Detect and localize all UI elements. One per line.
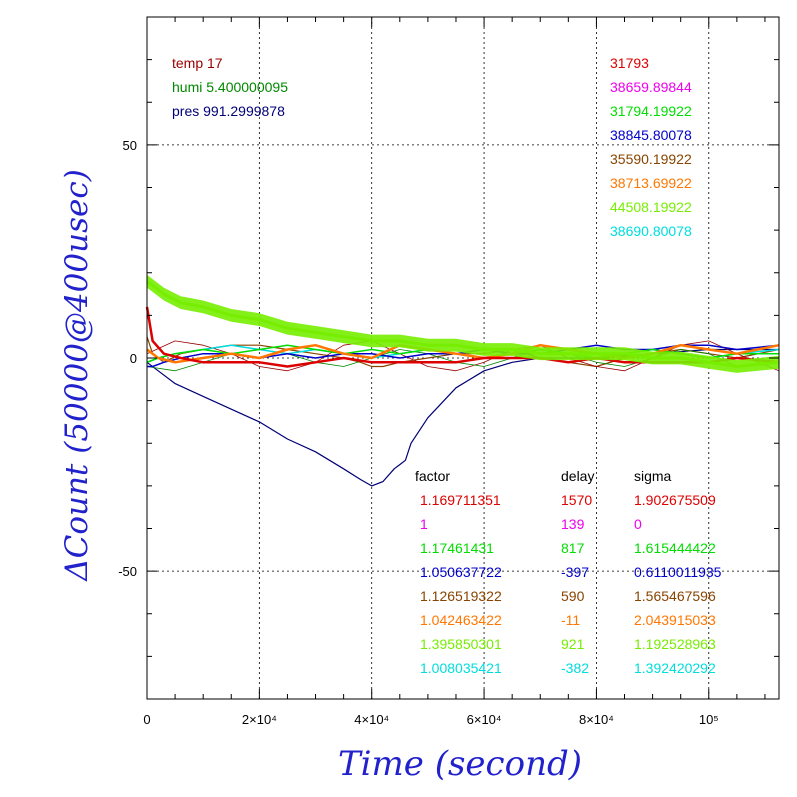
x-tick-label: 2×10⁴ [242,712,277,727]
x-axis-title: Time (second) [338,744,582,784]
table-cell-sigma: 0.6110011935 [634,564,722,580]
env-label: temp 17 [172,55,223,71]
table-cell-factor: 1 [420,516,428,532]
y-axis-title: ΔCount (50000@400usec) [59,169,95,582]
table-cell-delay: 590 [561,588,585,604]
table-cell-factor: 1.395850301 [420,636,502,652]
x-tick-label: 10⁵ [699,712,719,727]
table-header-factor: factor [415,468,450,484]
series-layer [145,274,780,487]
table-cell-factor: 1.050637722 [420,564,502,580]
count-label: 38659.89844 [610,79,692,95]
table-cell-delay: -397 [561,564,589,580]
env-label: humi 5.400000095 [172,79,288,95]
x-tick-label: 4×10⁴ [354,712,389,727]
series-line-0 [146,348,779,487]
x-tick-label: 0 [143,712,150,727]
table-cell-delay: 921 [561,636,585,652]
env-label: pres 991.2999878 [172,103,285,119]
y-tick-label: 0 [130,351,137,366]
count-label: 44508.19922 [610,199,692,215]
y-tick-label: -50 [118,564,137,579]
table-cell-delay: -382 [561,660,589,676]
count-label: 38690.80078 [610,223,692,239]
x-tick-label: 8×10⁴ [579,712,614,727]
table-cell-sigma: 1.902675509 [634,492,716,508]
annotations: temp 17 humi 5.400000095 pres 991.2999878 3… [172,55,722,676]
table-cell-sigma: 1.565467596 [634,588,716,604]
count-label: 38845.80078 [610,127,692,143]
table-cell-factor: 1.17461431 [420,540,494,556]
table-header-delay: delay [561,468,594,484]
count-label: 31794.19922 [610,103,692,119]
table-cell-sigma: 0 [634,516,642,532]
table-cell-sigma: 2.043915033 [634,612,716,628]
table-cell-factor: 1.008035421 [420,660,502,676]
table-header-sigma: sigma [634,468,672,484]
series-line-9 [146,280,780,368]
table-cell-delay: -11 [561,612,580,628]
table-cell-sigma: 1.615444422 [634,540,716,556]
table-cell-delay: 817 [561,540,585,556]
table-cell-sigma: 1.192528963 [634,636,716,652]
table-cell-sigma: 1.392420292 [634,660,716,676]
table-cell-factor: 1.126519322 [420,588,502,604]
count-label: 38713.69922 [610,175,692,191]
y-tick-label: 50 [123,138,137,153]
table-cell-factor: 1.042463422 [420,612,502,628]
x-tick-label: 6×10⁴ [467,712,502,727]
table-cell-delay: 139 [561,516,585,532]
axis-ticks: 0 2×10⁴ 4×10⁴ 6×10⁴ 8×10⁴ 10⁵ 50 0 -50 [118,16,779,727]
count-label: 35590.19922 [610,151,692,167]
series-band-9 [147,274,779,373]
table-cell-delay: 1570 [561,492,592,508]
table-cell-factor: 1.169711351 [420,492,501,508]
count-label: 31793 [610,55,649,71]
